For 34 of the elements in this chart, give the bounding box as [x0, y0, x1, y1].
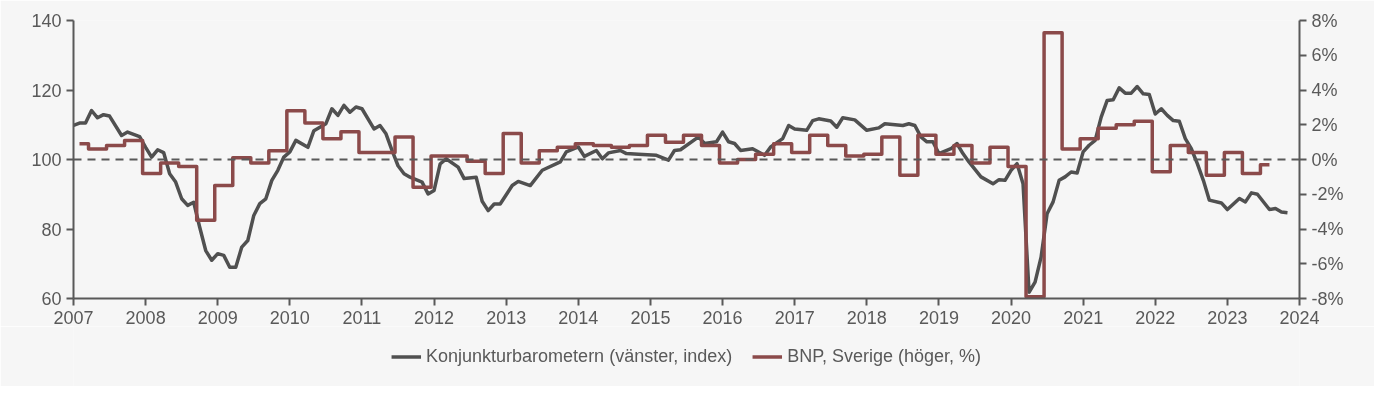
- x-tick-label: 2020: [991, 307, 1032, 328]
- y-tick-label: 120: [31, 80, 62, 101]
- x-tick-label: 2013: [486, 307, 527, 328]
- x-tick-label: 2016: [702, 307, 743, 328]
- y2-tick-label: -6%: [1311, 253, 1344, 274]
- y2-tick-label: 4%: [1311, 80, 1338, 100]
- x-tick-label: 2019: [918, 307, 959, 328]
- x-tick-label: 2021: [1063, 307, 1104, 328]
- y2-tick-label: 6%: [1311, 45, 1338, 66]
- x-tick-label: 2022: [1135, 307, 1176, 328]
- legend-label: Konjunkturbarometern (vänster, index): [426, 345, 733, 367]
- y2-tick-label: -2%: [1311, 184, 1344, 205]
- x-tick-label: 2023: [1207, 307, 1248, 328]
- x-tick-label: 2009: [197, 307, 238, 328]
- x-tick-label: 2012: [414, 307, 455, 328]
- y-tick-label: 140: [31, 11, 62, 31]
- x-tick-label: 2008: [125, 307, 166, 328]
- y2-tick-label: -4%: [1311, 219, 1344, 239]
- y-tick-label: 60: [41, 289, 62, 309]
- y2-tick-label: 2%: [1311, 114, 1338, 135]
- x-tick-label: 2015: [630, 307, 671, 328]
- legend-label: BNP, Sverige (höger, %): [787, 345, 981, 367]
- x-tick-label: 2017: [774, 307, 815, 328]
- y2-tick-label: 0%: [1311, 149, 1338, 170]
- x-tick-label: 2018: [846, 307, 887, 328]
- x-tick-label: 2010: [269, 307, 310, 328]
- x-tick-label: 2024: [1279, 307, 1320, 328]
- y2-tick-label: -8%: [1311, 288, 1344, 309]
- y-tick-label: 80: [41, 219, 62, 240]
- y2-tick-label: 8%: [1311, 10, 1338, 31]
- x-tick-label: 2011: [342, 307, 382, 328]
- x-tick-label: 2014: [558, 307, 599, 328]
- x-tick-label: 2007: [53, 307, 94, 328]
- y-tick-label: 100: [31, 150, 62, 170]
